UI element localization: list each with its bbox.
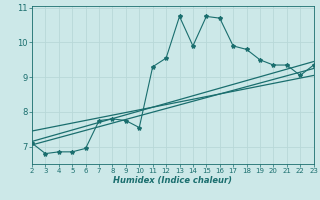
X-axis label: Humidex (Indice chaleur): Humidex (Indice chaleur) <box>113 176 232 185</box>
